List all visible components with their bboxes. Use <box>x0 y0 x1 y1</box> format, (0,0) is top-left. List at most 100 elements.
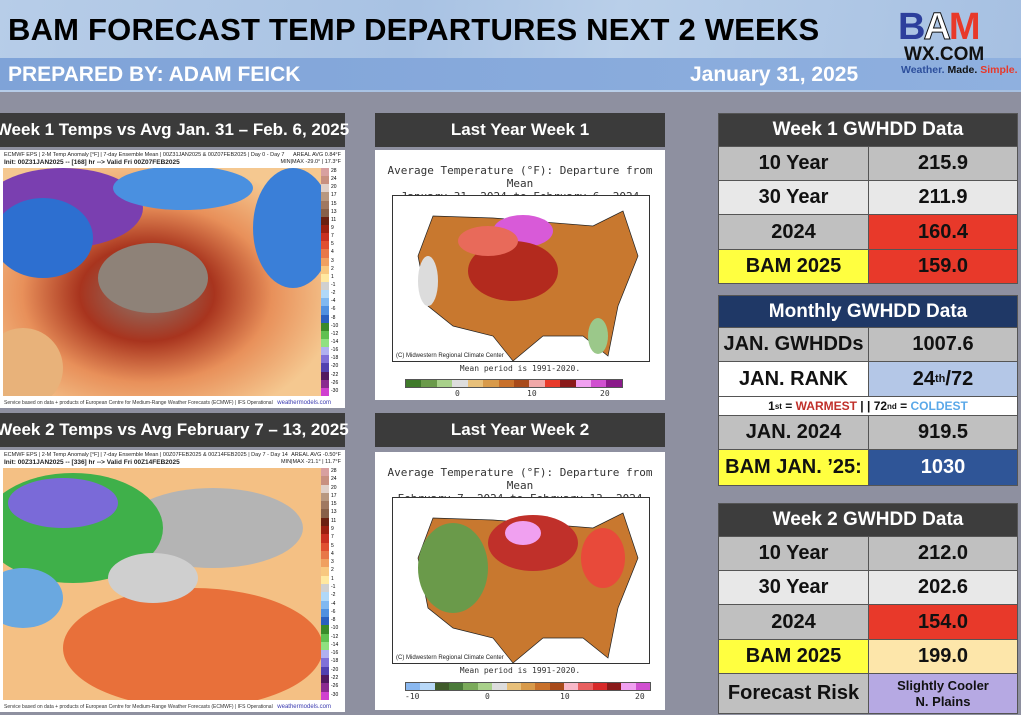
map-footer: Service based on data + products of Euro… <box>4 704 273 710</box>
colorbar-swatch <box>321 168 329 177</box>
colorbar-step: 3 <box>321 257 343 266</box>
tick: 0 <box>455 389 460 398</box>
colorbar-label: 17 <box>331 492 337 499</box>
colorbar-step: 11 <box>321 517 343 526</box>
colorbar-swatch <box>321 322 329 331</box>
colorbar-label: 4 <box>331 249 334 256</box>
colorbar-swatch <box>321 592 329 601</box>
row-value: 211.9 <box>869 181 1017 214</box>
date: January 31, 2025 <box>690 63 859 86</box>
row-label: 2024 <box>719 605 869 639</box>
colorbar-step: 4 <box>321 550 343 560</box>
colorbar-label: 15 <box>331 200 337 207</box>
tick: 10 <box>560 692 570 701</box>
row-value: 202.6 <box>869 571 1017 604</box>
tagline-3: Simple. <box>980 64 1018 76</box>
us-departure-map <box>417 210 639 362</box>
colorbar-label: 13 <box>331 208 337 215</box>
colorbar-step: -22 <box>321 675 343 684</box>
colorbar-swatch <box>321 509 329 518</box>
colorbar-swatch <box>321 600 329 609</box>
map-title: Average Temperature (°F): Departure from… <box>387 466 653 492</box>
colorbar-step: -6 <box>321 608 343 618</box>
colorbar-swatch <box>321 476 329 485</box>
note-text: 72 <box>873 399 888 413</box>
colorbar-swatch <box>321 314 329 323</box>
note-text: nd <box>887 401 897 411</box>
colorbar-step: 17 <box>321 192 343 201</box>
colorbar-step: -4 <box>321 600 343 609</box>
colorbar-swatch <box>321 265 329 274</box>
colorbar-step: 2 <box>321 265 343 274</box>
subheader-bar <box>0 58 1021 90</box>
colorbar-swatch <box>321 633 329 642</box>
colorbar-step: -22 <box>321 371 343 380</box>
watermark: weathermodels.com <box>277 704 331 710</box>
colorbar-step: 7 <box>321 534 343 543</box>
week1-map-title: Week 1 Temps vs Avg Jan. 31 – Feb. 6, 20… <box>0 113 349 147</box>
colorbar-swatch <box>321 666 329 676</box>
colorbar-label: -22 <box>331 675 339 682</box>
colorbar-step: -26 <box>321 379 343 388</box>
colorbar-label: -26 <box>331 683 339 690</box>
row-label: BAM 2025 <box>719 640 869 673</box>
table-title: Week 2 GWHDD Data <box>772 509 964 530</box>
colorbar-swatch <box>321 658 329 667</box>
colorbar-label: -2 <box>331 290 336 297</box>
row-label: 30 Year <box>719 181 869 214</box>
colorbar-step: -30 <box>321 387 343 396</box>
row-value: 215.9 <box>869 147 1017 180</box>
colorbar-swatch <box>321 501 329 510</box>
warmest-label: WARMEST <box>795 399 857 413</box>
colorbar-label: 2 <box>331 567 334 574</box>
forecast-risk-value: Slightly Cooler N. Plains <box>869 674 1017 713</box>
colorbar-swatch <box>321 200 329 209</box>
colorbar-step: -14 <box>321 641 343 651</box>
colorbar-label: -18 <box>331 658 339 665</box>
prepared-by: PREPARED BY: ADAM FEICK <box>8 63 301 86</box>
colorbar-label: -8 <box>331 314 336 321</box>
colorbar-step: -12 <box>321 633 343 642</box>
colorbar-swatch <box>321 617 329 626</box>
colorbar-step: 2 <box>321 567 343 576</box>
anomaly-map-week2 <box>3 468 323 700</box>
colorbar-swatch <box>321 550 329 560</box>
colorbar-label: 11 <box>331 517 337 524</box>
tick: -10 <box>405 692 420 701</box>
week2-map-title: Week 2 Temps vs Avg February 7 – 13, 202… <box>0 413 349 447</box>
colorbar-step: 28 <box>321 468 343 477</box>
colorbar-swatch <box>321 484 329 493</box>
mean-period: Mean period is 1991-2020. <box>459 364 581 373</box>
colorbar-label: -30 <box>331 387 339 394</box>
colorbar-label: 28 <box>331 168 337 174</box>
tick: 20 <box>600 389 610 398</box>
monthly-gwhdd-table: Monthly GWHDD Data JAN. GWHDDs 1007.6 JAN… <box>718 295 1018 486</box>
colorbar-label: 3 <box>331 257 334 264</box>
colorbar-step: 20 <box>321 484 343 493</box>
colorbar-label: -10 <box>331 625 339 632</box>
week2-ecmwf-map: ECMWF EPS | 2-M Temp Anomaly [°F] | 7-da… <box>0 450 345 712</box>
colorbar-swatch <box>321 298 329 307</box>
colorbar-step: -2 <box>321 290 343 299</box>
colorbar-step: -16 <box>321 347 343 356</box>
colorbar-swatch <box>321 281 329 291</box>
colorbar-step: -2 <box>321 592 343 601</box>
colorbar-swatch <box>321 347 329 356</box>
colorbar-step: 13 <box>321 509 343 518</box>
colorbar-swatch <box>321 338 329 348</box>
colorbar-label: -2 <box>331 592 336 599</box>
colorbar-step: -12 <box>321 330 343 339</box>
colorbar-step: -1 <box>321 281 343 291</box>
colorbar-label: 9 <box>331 224 334 231</box>
map-init: Init: 00Z31JAN2025 -- [336] hr --> Valid… <box>4 459 180 466</box>
colorbar-step: 13 <box>321 208 343 217</box>
row-value: 919.5 <box>869 416 1017 449</box>
tagline-1: Weather. <box>901 64 945 76</box>
colorbar-swatch <box>321 492 329 502</box>
colorbar-label: -16 <box>331 650 339 657</box>
row-label: BAM 2025 <box>719 250 869 283</box>
row-value: 159.0 <box>869 250 1017 283</box>
colorbar-label: 20 <box>331 184 337 191</box>
row-label: Forecast Risk <box>719 674 869 713</box>
